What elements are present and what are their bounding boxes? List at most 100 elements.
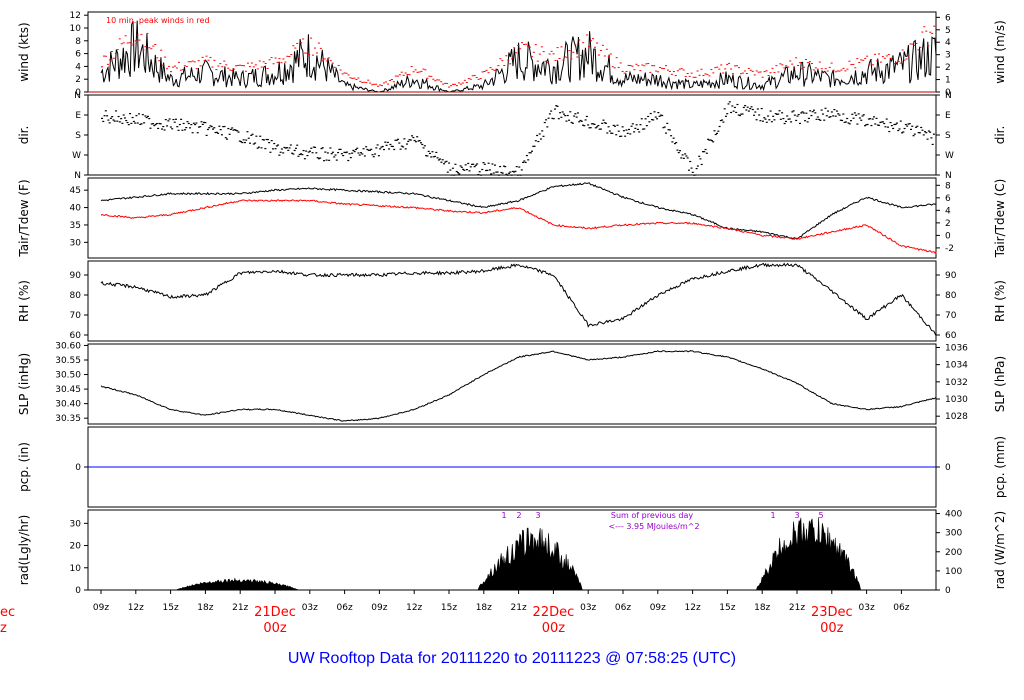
wind-peak-mark [870,59,873,61]
wind-peak-mark [524,43,527,45]
direction-point [561,111,564,113]
direction-point [205,134,208,136]
direction-point [753,114,756,116]
slp-hpa-3-label: 1034 [945,361,968,371]
direction-point [850,120,853,122]
direction-point [675,141,678,144]
wind-peak-mark [793,67,796,69]
wind-peak-mark [446,82,449,84]
wind-peak-mark [185,66,188,68]
wind-peak-mark [416,71,419,73]
slp-series [100,350,937,422]
direction-point [733,106,736,109]
direction-point [134,122,137,124]
wind-peak-mark [321,60,324,62]
wind-peak-mark [803,66,806,68]
direction-point [182,122,185,125]
wind-kts-5-label: 10 [70,24,82,34]
wind-peak-mark [215,69,218,71]
wind-ms-0-label: 0 [945,88,951,98]
direction-point [265,138,268,141]
direction-point [520,169,523,171]
wind-peak-mark [887,54,890,56]
direction-point [764,118,767,120]
direction-point [460,166,463,168]
direction-point [376,144,379,146]
direction-point [320,147,323,150]
direction-point [668,129,671,131]
direction-point [145,116,148,119]
direction-point [153,124,156,127]
wind-peak-mark [905,58,908,60]
direction-point [767,115,770,117]
direction-point [793,114,796,116]
direction-point [214,131,217,134]
wind-peak-mark [278,58,281,60]
wind-peak-mark [177,61,180,63]
wind-peak-mark [899,62,902,64]
x-tick-label: 03z [580,603,596,613]
rad-hour-marker-2: 2 [516,511,521,520]
direction-point [893,123,896,126]
direction-point [844,121,847,123]
wind-peak-mark [175,67,178,69]
direction-point [362,148,365,150]
wind-peak-mark [406,74,409,76]
wind-peak-mark [337,64,340,66]
wind-peak-mark [118,38,121,40]
wind-peak-mark [672,71,675,73]
x-tick-label: 06z [893,603,909,613]
wind-peak-mark [158,60,161,62]
direction-point [851,113,854,115]
direction-series [101,101,935,176]
direction-point [501,172,504,174]
direction-point [219,129,222,131]
direction-point [274,148,277,150]
direction-point [257,146,260,148]
wind-peak-mark [296,42,299,44]
wind-peak-mark [694,76,697,78]
direction-point [508,172,511,174]
direction-point [874,123,877,125]
direction-point [381,145,384,148]
wind-peak-mark [747,67,750,69]
date-time-partial: z [0,621,7,636]
direction-point [931,143,934,146]
direction-point [482,161,485,164]
wind-peak-mark [428,75,431,77]
wind-peak-mark [846,68,849,70]
wind-peak-mark [911,43,914,45]
wind-peak-mark [209,56,212,58]
wind-peak-mark [755,70,758,72]
direction-point [339,148,342,150]
wind-peak-mark [110,51,113,53]
wind-peak-mark [856,58,859,60]
direction-point [349,157,352,159]
direction-point [136,122,139,124]
wind-peak-mark [505,55,508,57]
date-time-2: 00z [542,621,566,636]
wind-peak-mark [765,70,768,72]
temp-c-2-label: 2 [945,219,951,229]
wind-peak-mark [653,65,656,67]
wind-peak-mark [487,72,490,74]
direction-point [252,143,255,145]
wind-peak-mark [229,69,232,71]
wind-peak-mark [233,68,236,70]
wind-peak-mark [810,62,813,64]
wind-peak-mark [680,68,683,70]
wind-peak-mark [211,66,214,68]
wind-peak-mark [331,62,334,64]
direction-point [513,171,516,173]
direction-point [749,107,752,110]
direction-point [479,174,482,176]
direction-point [453,174,456,176]
direction-point [407,140,410,143]
direction-point [760,107,763,110]
direction-point [680,157,683,159]
wind-peak-mark [315,52,318,54]
wind-kts-6-label: 12 [70,11,81,21]
x-tick-label: 03z [302,603,318,613]
dir-left-0-label: N [74,91,81,101]
slp-ylabel-left: SLP (inHg) [17,353,31,415]
